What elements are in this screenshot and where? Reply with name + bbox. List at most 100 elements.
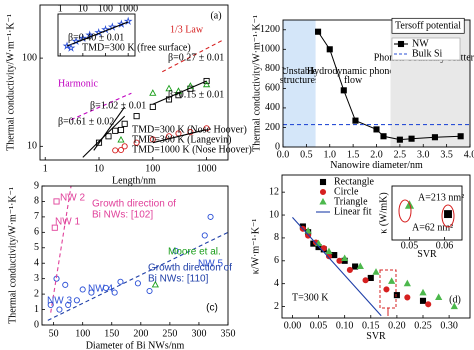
region-label: Hydrodynamic phonon flow: [307, 66, 400, 86]
series-line: [152, 129, 207, 144]
y-tick-label: 400: [265, 102, 280, 113]
marker-square: [340, 87, 347, 94]
legend-marker: [66, 43, 76, 52]
x-tick-label: 1000: [197, 163, 217, 174]
marker-triangle: [325, 247, 333, 255]
x-tick-label: 100: [98, 3, 113, 14]
x-tick-label: 150: [104, 328, 119, 339]
series-line: [47, 231, 229, 321]
marker-square: [408, 135, 415, 142]
marker-square: [457, 133, 464, 140]
y-axis-label: Thermal conductivity/W·m⁻¹·K⁻¹: [6, 14, 17, 151]
x-tick-label: 1.0: [324, 149, 337, 160]
y-tick-label: 4: [274, 278, 279, 289]
x-tick-label: 300: [191, 328, 206, 339]
marker-circle: [362, 277, 369, 284]
marker-triangle: [450, 302, 458, 310]
marker-square: [121, 120, 128, 127]
marker-square: [419, 297, 427, 304]
x-axis-label: SVR: [366, 331, 386, 342]
annotation: Harmonic: [58, 78, 99, 89]
plot-frame: [41, 185, 229, 326]
x-axis-label: Nanowire diameter/nm: [330, 160, 423, 171]
legend-marker: [319, 188, 327, 196]
annotation: NW 5: [198, 259, 223, 270]
series-line: [162, 39, 224, 73]
marker-star: [85, 30, 95, 39]
x-tick-label: 3.5: [440, 149, 453, 160]
annotation-box: [391, 17, 465, 34]
plot-frame: [57, 13, 136, 57]
marker-square: [444, 210, 452, 219]
marker-square: [203, 77, 210, 85]
marker-circle: [111, 289, 118, 296]
annotation: β=0.15 ± 0.01: [168, 89, 224, 100]
marker-triangle: [165, 84, 173, 92]
y-tick-label: 1200: [260, 24, 280, 35]
highlight-ellipse: [398, 199, 412, 223]
marker-circle: [172, 247, 179, 254]
plot-frame: [391, 185, 463, 241]
legend-label: NW: [412, 38, 429, 49]
marker-triangle: [435, 293, 443, 300]
series-line: [292, 216, 382, 317]
annotation: A=62 nm²: [412, 222, 453, 233]
x-tick-label: 0.06: [436, 241, 454, 252]
marker-circle: [62, 281, 69, 288]
marker-circle: [102, 284, 109, 291]
annotation: β=1.02 ± 0.01: [90, 100, 146, 111]
marker-triangle: [403, 279, 411, 287]
marker-square: [396, 136, 403, 143]
legend-marker: [319, 197, 327, 205]
region-label: Unstable structures: [280, 66, 319, 86]
x-tick-label: 2.5: [394, 149, 407, 160]
marker-square: [105, 133, 112, 140]
legend-marker: [319, 178, 327, 186]
marker-circle: [146, 287, 153, 295]
marker-circle: [112, 147, 119, 154]
marker-square: [352, 117, 359, 124]
marker-circle: [149, 136, 156, 143]
y-axis-label: Thermal conductivity/W·m⁻¹·K⁻¹: [8, 187, 19, 324]
annotation: NW 3: [47, 296, 72, 307]
marker-circle: [320, 245, 327, 252]
x-axis-label: SVR: [417, 249, 437, 260]
marker-circle: [134, 280, 141, 287]
y-tick-label: 0: [275, 141, 280, 152]
x-tick-label: 4.0: [464, 149, 474, 160]
marker-circle: [56, 306, 63, 313]
y-tick-label: 2: [34, 288, 39, 299]
x-tick-label: 0.15: [362, 320, 380, 331]
legend-label: Rectangle: [334, 176, 375, 187]
x-tick-label: 1000: [118, 3, 138, 14]
marker-triangle: [304, 227, 312, 234]
marker-square: [373, 126, 380, 133]
y-tick-label: 2: [274, 301, 279, 312]
x-tick-label: 250: [162, 328, 177, 339]
annotation: (c): [206, 303, 218, 314]
y-tick-label: 10: [27, 141, 37, 152]
marker-square: [112, 127, 119, 134]
marker-circle: [121, 143, 128, 150]
annotation: NW 2: [60, 193, 85, 204]
marker-square: [431, 134, 438, 141]
marker-square: [95, 139, 103, 146]
series-line: [93, 106, 126, 151]
annotation: Bi NWs: [110]: [148, 274, 209, 285]
x-tick-label: 350: [221, 328, 236, 339]
annotation: T=300 K: [292, 292, 329, 303]
x-tick-label: 0.00: [284, 320, 302, 331]
annotation: NW 4: [88, 284, 113, 295]
y-tick-label: 1000: [260, 44, 280, 55]
legend-marker: [117, 126, 125, 134]
y-tick-label: 7: [34, 211, 39, 222]
marker-square: [326, 46, 333, 53]
series-line: [50, 185, 72, 313]
marker-triangle: [388, 277, 396, 284]
y-tick-label: 9: [34, 180, 39, 191]
marker-square: [315, 28, 322, 35]
x-tick-label: 10: [78, 3, 88, 14]
y-tick-label: 4: [34, 258, 39, 269]
annotation: β=0.40 ± 0.01: [68, 32, 124, 43]
legend-label: TMD=1000 K (Nose Hoover): [132, 144, 252, 155]
